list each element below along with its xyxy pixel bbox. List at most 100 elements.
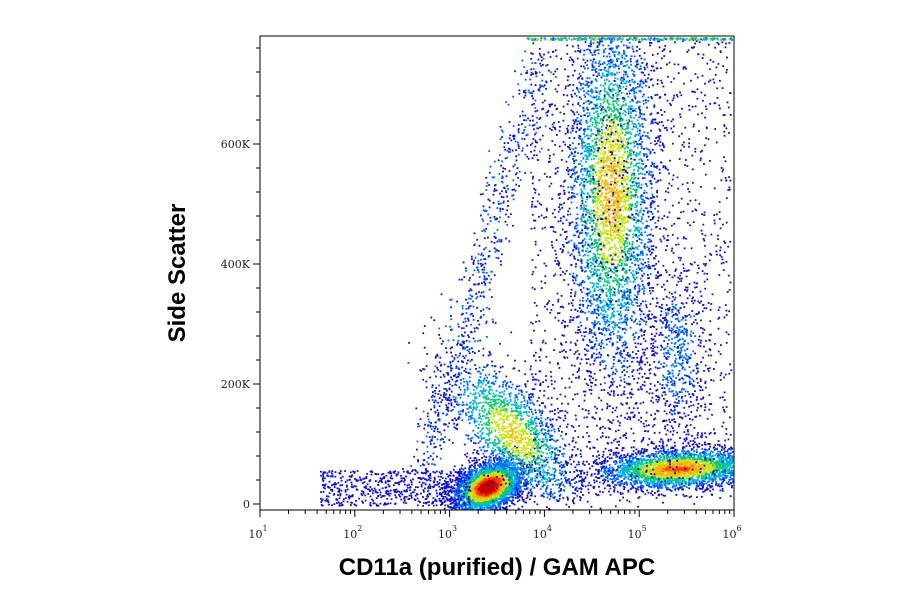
event-dot [471,487,474,490]
event-dot [500,437,503,440]
event-dot [490,465,493,468]
event-dot [502,380,505,383]
event-dot [524,501,527,504]
event-dot [480,486,482,488]
event-dot [488,460,490,463]
event-dot [475,424,477,427]
event-dot [501,480,504,483]
event-dot [492,409,494,411]
event-dot [591,282,594,285]
event-dot [475,403,478,405]
event-dot [468,469,471,472]
event-dot [517,410,519,413]
event-dot [555,418,558,421]
event-dot [504,444,506,447]
event-dot [562,448,565,450]
event-dot [544,432,547,434]
event-dot [472,402,475,405]
event-dot [482,396,485,399]
event-dot [422,332,425,335]
event-dot [543,465,546,468]
event-dot [535,415,538,418]
event-dot [494,401,497,403]
event-dot [566,94,569,97]
event-dot [491,422,494,424]
event-dot [592,263,595,266]
event-dot [450,496,453,498]
event-dot [546,496,549,499]
event-dot [453,406,456,408]
event-dot [490,493,492,496]
event-dot [528,468,531,471]
event-dot [512,496,515,499]
event-dot [521,477,523,479]
event-dot [483,506,486,509]
event-dot [488,429,490,432]
event-dot [546,446,549,449]
event-dot [489,459,492,462]
event-dot [500,487,503,490]
event-dot [498,491,501,494]
event-dot [457,393,459,396]
event-dot [462,384,465,387]
event-dot [526,432,528,435]
event-dot [592,271,595,273]
event-dot [559,469,561,472]
event-dot [524,373,527,376]
event-dot [506,440,508,443]
event-dot [498,419,501,421]
event-dot [485,441,487,444]
event-dot [478,412,481,415]
event-dot [479,435,482,437]
event-dot [446,497,448,500]
event-dot [499,342,501,345]
event-dot [479,463,481,465]
event-dot [573,471,576,473]
event-dot [479,339,482,342]
event-dot [491,467,494,470]
event-dot [468,479,470,481]
event-dot [482,366,485,368]
event-dot [561,472,563,475]
event-dot [498,461,501,464]
event-dot [505,459,508,461]
event-dot [499,412,502,415]
event-dot [475,484,477,486]
event-dot [522,418,525,420]
event-dot [496,398,499,401]
event-dot [470,471,473,474]
event-dot [531,416,533,419]
event-dot [501,445,504,448]
event-dot [477,464,479,466]
event-dot [452,468,455,471]
event-dot [443,490,446,492]
event-dot [508,392,511,395]
event-dot [531,480,533,482]
event-dot [492,458,495,461]
event-dot [464,490,467,493]
event-dot [520,430,522,432]
event-dot [541,478,543,481]
event-dot [486,402,488,404]
event-dot [496,436,499,439]
event-dot [506,414,509,417]
event-dot [471,469,474,471]
event-dot [577,436,580,438]
event-dot [478,491,480,494]
event-dot [587,384,589,387]
event-dot [499,409,501,411]
event-dot [579,104,581,107]
event-dot [579,470,581,472]
event-dot [608,304,610,306]
event-dot [474,467,476,469]
event-dot [488,490,491,493]
event-dot [488,485,490,488]
event-dot [522,437,525,440]
event-dot [439,493,442,496]
event-dot [625,195,628,198]
event-dot [477,482,479,485]
event-dot [499,399,502,402]
event-dot [526,472,529,475]
event-dot [514,421,517,424]
event-dot [518,495,521,498]
